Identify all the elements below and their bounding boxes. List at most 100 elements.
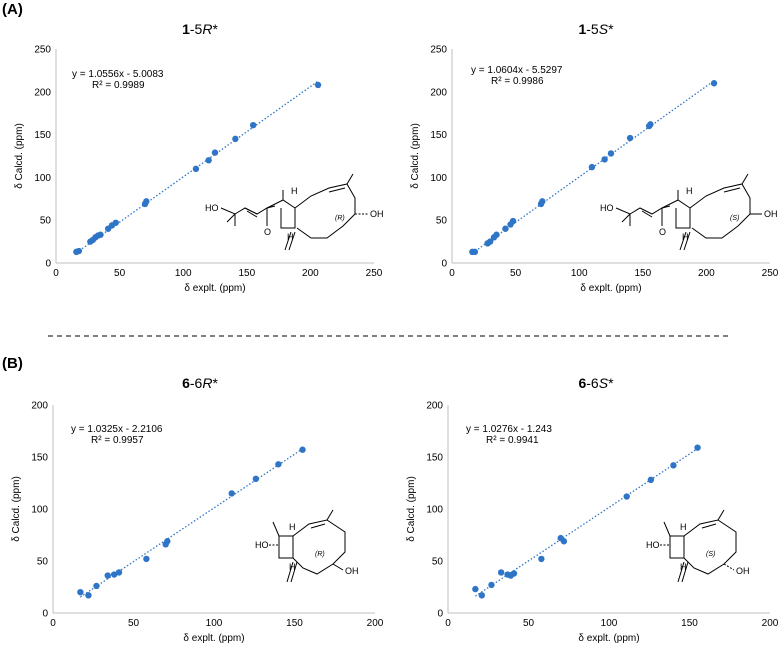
x-tick-label: 150 bbox=[634, 268, 651, 279]
data-point bbox=[510, 570, 518, 577]
data-point bbox=[143, 198, 150, 205]
chart-title-suffix: * bbox=[608, 21, 614, 37]
data-point bbox=[205, 157, 212, 164]
data-point bbox=[486, 238, 494, 245]
y-tick-label: 50 bbox=[40, 216, 52, 227]
data-point bbox=[710, 80, 718, 87]
data-point bbox=[647, 121, 654, 128]
chart-title-position: -6 bbox=[190, 375, 203, 391]
data-point bbox=[647, 476, 655, 484]
trendline-r-squared: R² = 0.9986 bbox=[491, 76, 544, 87]
y-axis-label: δ Calcd. (ppm) bbox=[11, 476, 22, 542]
data-point bbox=[93, 582, 100, 590]
chart-title-number: 6 bbox=[182, 375, 190, 391]
molecule-structure-1-5R: HO O H H (R) OH bbox=[205, 173, 384, 251]
molecule-structure-6-6R: HO H H (R) OH bbox=[255, 509, 359, 583]
y-tick-label: 100 bbox=[31, 505, 48, 516]
data-point bbox=[539, 198, 546, 205]
molecule-structure-1-5S: HO O H H (S) OH bbox=[600, 173, 778, 251]
data-point bbox=[502, 225, 509, 232]
panel-label-a: (A) bbox=[2, 1, 23, 18]
y-tick-label: 0 bbox=[45, 259, 51, 270]
y-tick-label: 150 bbox=[426, 453, 443, 464]
chart-title: 1-5S* bbox=[578, 21, 614, 37]
chart-title-number: 1 bbox=[578, 21, 586, 37]
data-point bbox=[164, 538, 171, 545]
data-point bbox=[299, 446, 306, 453]
y-axis-label: δ Calcd. (ppm) bbox=[406, 476, 417, 542]
data-point bbox=[232, 135, 239, 143]
x-tick-label: 200 bbox=[302, 268, 319, 279]
data-point bbox=[626, 134, 634, 142]
x-tick-label: 0 bbox=[53, 268, 59, 279]
mol-label-ho: HO bbox=[600, 203, 614, 213]
data-point bbox=[694, 444, 701, 451]
trendline-r-squared: R² = 0.9989 bbox=[92, 80, 145, 91]
x-tick-label: 100 bbox=[601, 618, 618, 629]
y-tick-label: 150 bbox=[430, 130, 447, 141]
mol-label-ho: HO bbox=[646, 540, 660, 550]
data-point bbox=[211, 149, 219, 156]
x-tick-label: 150 bbox=[681, 618, 698, 629]
chart-title-stereo: R bbox=[202, 375, 212, 391]
x-tick-label: 200 bbox=[762, 618, 779, 629]
data-point bbox=[493, 231, 500, 238]
molecule-structure-6-6S: HO H H (S) OH bbox=[646, 509, 750, 583]
trendline-equation: y = 1.0325x - 2.2106 bbox=[71, 424, 163, 435]
mol-stereo-label: (S) bbox=[706, 551, 715, 558]
mol-label-h-top: H bbox=[680, 522, 687, 532]
x-tick-label: 250 bbox=[366, 268, 383, 279]
data-point bbox=[275, 461, 282, 468]
mol-label-ho: HO bbox=[255, 540, 269, 550]
data-point bbox=[252, 475, 260, 483]
y-tick-label: 100 bbox=[430, 173, 447, 184]
mol-label-oh: OH bbox=[370, 209, 384, 219]
y-tick-label: 200 bbox=[430, 87, 447, 98]
data-point bbox=[97, 231, 104, 238]
y-tick-label: 200 bbox=[31, 401, 48, 412]
mol-label-o: O bbox=[659, 227, 666, 237]
x-tick-label: 0 bbox=[449, 268, 455, 279]
data-point bbox=[314, 81, 322, 89]
x-tick-label: 100 bbox=[571, 268, 588, 279]
mol-stereo-label: (S) bbox=[730, 215, 739, 222]
y-tick-label: 100 bbox=[426, 505, 443, 516]
x-tick-label: 50 bbox=[114, 268, 126, 279]
y-tick-label: 50 bbox=[436, 216, 448, 227]
x-tick-label: 100 bbox=[175, 268, 192, 279]
y-tick-label: 250 bbox=[430, 45, 447, 56]
data-point bbox=[670, 462, 677, 469]
data-point bbox=[607, 150, 615, 157]
y-tick-label: 0 bbox=[441, 259, 447, 270]
x-tick-label: 150 bbox=[238, 268, 255, 279]
trendline-r-squared: R² = 0.9941 bbox=[486, 435, 539, 446]
data-point bbox=[601, 156, 608, 163]
y-tick-label: 150 bbox=[31, 453, 48, 464]
chart-title-position: -6 bbox=[586, 375, 599, 391]
chart-title: 6-6S* bbox=[578, 375, 614, 391]
chart-title-stereo: R bbox=[202, 21, 212, 37]
x-tick-label: 50 bbox=[510, 268, 522, 279]
mol-label-h-top: H bbox=[289, 522, 296, 532]
data-point bbox=[472, 585, 479, 593]
data-point bbox=[497, 569, 505, 576]
x-tick-label: 200 bbox=[698, 268, 715, 279]
mol-label-ho: HO bbox=[205, 203, 219, 213]
trendline-equation: y = 1.0604x - 5.5297 bbox=[471, 65, 563, 76]
chart-title-stereo: S bbox=[599, 375, 609, 391]
mol-label-oh: OH bbox=[736, 566, 750, 576]
mol-label-oh: OH bbox=[764, 209, 778, 219]
chart-title-position: -5 bbox=[190, 21, 203, 37]
mol-label-h-bottom: H bbox=[682, 232, 689, 242]
y-axis-label: δ Calcd. (ppm) bbox=[410, 123, 421, 189]
x-tick-label: 100 bbox=[206, 618, 223, 629]
mol-label-h-top: H bbox=[291, 186, 298, 196]
chart-6-6R: 6-6R* 0 50 100 150 200 0 50 100 150 200 δ explt. (p… bbox=[11, 375, 384, 644]
mol-label-h-bottom: H bbox=[287, 232, 294, 242]
data-point bbox=[85, 592, 92, 599]
y-tick-label: 0 bbox=[437, 609, 443, 620]
data-point bbox=[77, 589, 84, 596]
x-tick-label: 150 bbox=[286, 618, 303, 629]
y-axis-label: δ Calcd. (ppm) bbox=[14, 123, 25, 189]
